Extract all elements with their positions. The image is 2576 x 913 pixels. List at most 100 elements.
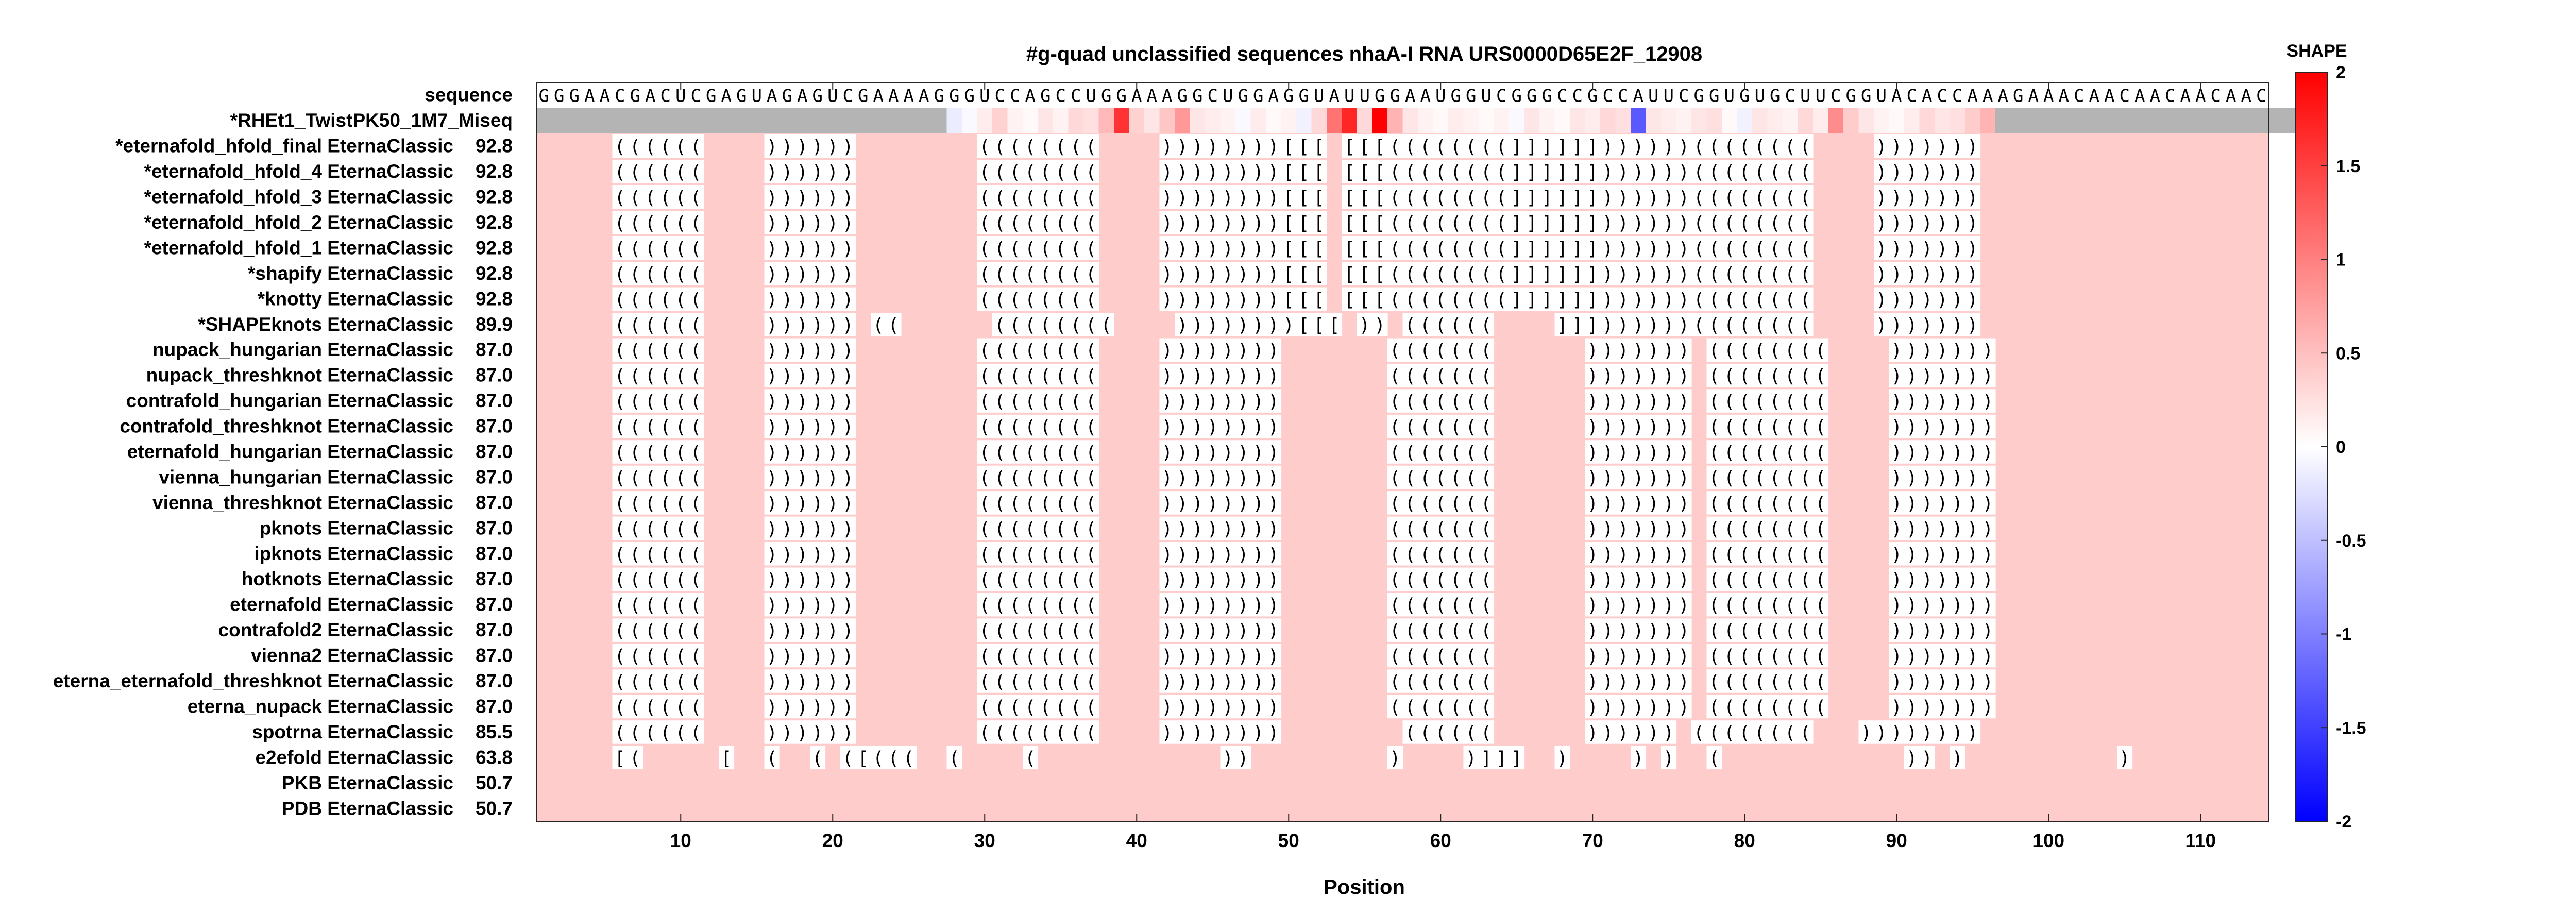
paired-cell <box>642 134 658 158</box>
structure-char: ( <box>630 569 641 590</box>
structure-char: ( <box>1420 289 1431 310</box>
structure-char: ) <box>812 238 823 259</box>
structure-char: ] <box>1587 213 1598 234</box>
structure-char: ) <box>782 697 793 718</box>
structure-char: ( <box>1086 264 1097 285</box>
structure-char: ( <box>1708 417 1720 438</box>
paired-cell <box>1448 160 1464 183</box>
x-tick-label: 90 <box>1886 830 1907 851</box>
structure-char: ) <box>1663 417 1674 438</box>
structure-char: ( <box>1040 697 1051 718</box>
structure-char: ( <box>1040 671 1051 692</box>
structure-char: ) <box>1967 137 1978 158</box>
structure-char: ] <box>1572 289 1583 310</box>
structure-char: ( <box>1025 544 1036 565</box>
structure-char: ( <box>1389 391 1401 412</box>
structure-char: ( <box>1025 620 1036 641</box>
paired-cell <box>1570 134 1586 158</box>
structure-char: ) <box>1207 162 1218 183</box>
structure-char: ) <box>1937 697 1948 718</box>
structure-char: ) <box>766 697 777 718</box>
colorbar-tick-label: 1.5 <box>2336 157 2360 176</box>
paired-cell <box>1509 134 1525 158</box>
structure-char: ( <box>1040 391 1051 412</box>
structure-char: ( <box>1724 366 1735 387</box>
structure-char: ) <box>1967 340 1978 361</box>
structure-char: ( <box>1070 620 1081 641</box>
structure-char: ] <box>1541 188 1553 209</box>
structure-char: ( <box>630 442 641 463</box>
structure-char: ) <box>1891 213 1902 234</box>
structure-char: ) <box>1177 544 1188 565</box>
structure-char: ) <box>1906 315 1918 336</box>
structure-char: ) <box>1238 467 1249 488</box>
paired-cell <box>1433 185 1449 209</box>
structure-char: ( <box>1040 442 1051 463</box>
shape-cell <box>1418 108 1434 133</box>
structure-char: ( <box>1496 264 1507 285</box>
structure-char: ) <box>1222 518 1233 539</box>
shape-cell <box>1600 108 1616 133</box>
structure-char: ) <box>1860 722 1872 743</box>
structure-char: ) <box>1891 162 1902 183</box>
structure-char: ( <box>1009 289 1021 310</box>
structure-char: ) <box>1207 697 1218 718</box>
structure-char: ( <box>690 137 702 158</box>
structure-char: ) <box>842 569 854 590</box>
sequence-nucleotide: C <box>995 86 1005 107</box>
structure-char: ) <box>1906 595 1918 616</box>
structure-char: ( <box>979 417 990 438</box>
structure-char: ( <box>1815 467 1826 488</box>
structure-char: ) <box>1617 340 1629 361</box>
structure-char: ( <box>645 569 656 590</box>
structure-char: ) <box>1633 162 1644 183</box>
structure-char: ( <box>690 697 702 718</box>
structure-char: ( <box>630 162 641 183</box>
sequence-nucleotide: A <box>1162 86 1172 107</box>
structure-char: ) <box>1161 340 1173 361</box>
structure-char: ( <box>1450 646 1462 667</box>
structure-char: [ <box>1283 137 1294 158</box>
structure-char: ) <box>1648 137 1659 158</box>
structure-char: ) <box>1663 595 1674 616</box>
row-label: spotrna EternaClassic <box>252 721 453 742</box>
structure-char: ( <box>1739 315 1750 336</box>
paired-cell <box>688 134 704 158</box>
structure-char: ( <box>614 366 625 387</box>
structure-char: ) <box>842 595 854 616</box>
structure-char: ( <box>660 417 671 438</box>
sequence-nucleotide: A <box>2180 86 2191 107</box>
structure-char: ( <box>1708 188 1720 209</box>
structure-char: ) <box>827 646 838 667</box>
structure-char: ) <box>1633 188 1644 209</box>
sequence-nucleotide: C <box>843 86 853 107</box>
structure-char: ) <box>1587 697 1598 718</box>
structure-char: ( <box>1450 493 1462 514</box>
structure-char: ) <box>766 722 777 743</box>
structure-char: ) <box>1465 748 1477 769</box>
structure-char: ) <box>796 595 808 616</box>
structure-char: ) <box>1617 493 1629 514</box>
structure-char: ) <box>1982 569 1993 590</box>
structure-char: ( <box>1435 264 1446 285</box>
structure-char: ) <box>827 289 838 310</box>
structure-char: ) <box>1633 340 1644 361</box>
structure-char: ( <box>630 213 641 234</box>
structure-char: ( <box>645 493 656 514</box>
sequence-nucleotide: U <box>1816 86 1826 107</box>
structure-char: ) <box>1268 518 1279 539</box>
structure-char: ( <box>1404 366 1416 387</box>
paired-cell <box>1083 160 1099 183</box>
structure-char: ) <box>1161 289 1173 310</box>
structure-char: ) <box>1238 518 1249 539</box>
shape-cell <box>1676 108 1692 133</box>
shape-cell <box>871 108 887 133</box>
structure-char: ( <box>1724 595 1735 616</box>
sequence-nucleotide: C <box>2074 86 2084 107</box>
structure-char: ) <box>1921 315 1933 336</box>
structure-char: ( <box>1724 213 1735 234</box>
structure-char: ( <box>660 646 671 667</box>
structure-char: ( <box>1724 544 1735 565</box>
structure-char: ) <box>1678 417 1689 438</box>
shape-cell <box>1965 108 1981 133</box>
